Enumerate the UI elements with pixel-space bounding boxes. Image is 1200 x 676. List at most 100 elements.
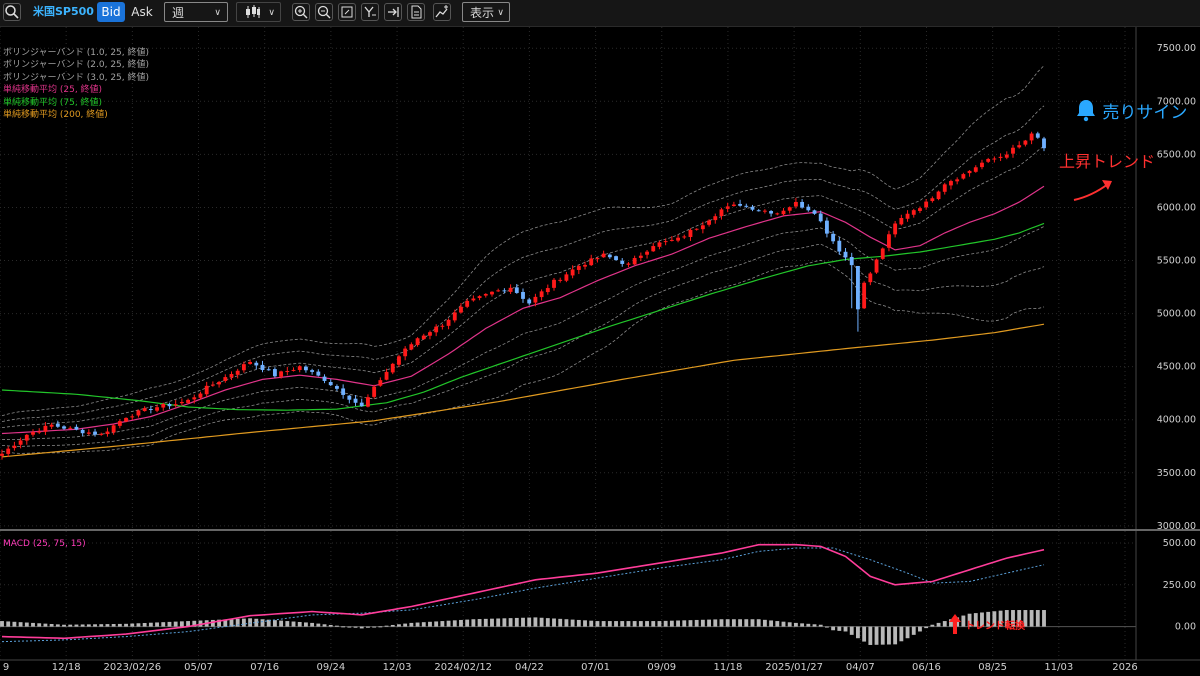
macd-histogram-bar: [111, 624, 116, 627]
chart-type-select[interactable]: ∨: [236, 2, 281, 22]
macd-histogram-bar: [198, 620, 203, 627]
candle-body: [335, 386, 339, 389]
candlesticks: [0, 131, 1046, 460]
macd-histogram-bar: [93, 624, 97, 627]
candle-body: [192, 397, 197, 400]
candle-body: [719, 209, 724, 217]
candle-body: [775, 213, 780, 215]
macd-histogram-bar: [6, 621, 11, 627]
macd-histogram-bar: [440, 621, 445, 627]
candle-body: [366, 397, 370, 407]
macd-histogram-bar: [1004, 610, 1009, 627]
macd-histogram-bar: [272, 620, 277, 627]
candle-body: [24, 434, 29, 441]
drawing-icon[interactable]: [361, 3, 379, 21]
macd-histogram-bar: [378, 626, 383, 628]
legend-item: 単純移動平均 (200, 終値): [3, 110, 108, 121]
candle-body: [148, 408, 153, 410]
zoom-out-icon[interactable]: [315, 3, 333, 21]
candle-body: [1011, 147, 1015, 154]
add-indicator-icon[interactable]: [433, 3, 451, 21]
macd-histogram-bar: [483, 618, 488, 627]
legend-item: 単純移動平均 (75, 終値): [3, 97, 103, 108]
macd-histogram-bar: [316, 623, 321, 627]
macd-histogram-bar: [12, 621, 17, 627]
candle-body: [1035, 133, 1040, 138]
macd-histogram-bar: [1011, 610, 1015, 627]
price-tick-label: 7500.00: [1157, 43, 1196, 54]
candle-body: [105, 431, 110, 435]
macd-histogram-bar: [229, 619, 234, 627]
candle-body: [428, 332, 432, 336]
candle-body: [676, 237, 680, 241]
candle-body: [186, 399, 190, 403]
macd-histogram-bar: [86, 624, 91, 627]
macd-histogram-bar: [459, 619, 463, 627]
candle-body: [248, 361, 253, 364]
candle-body: [669, 239, 674, 241]
macd-histogram-bar: [142, 622, 147, 627]
candle-body: [130, 416, 135, 418]
candle-body: [347, 395, 352, 400]
chart-axes: 9 12/18 2023/02/26 05/07 07/16 09/24 12/03 2024…: [0, 27, 1200, 673]
macd-histogram-bar: [341, 626, 346, 628]
candle-body: [260, 364, 265, 371]
fit-icon[interactable]: [338, 3, 356, 21]
candle-body: [961, 174, 966, 179]
macd-histogram-bar: [167, 621, 172, 627]
macd-histogram-bar: [552, 618, 556, 627]
macd-histogram-bar: [837, 626, 842, 631]
macd-histogram-bar: [1029, 610, 1034, 627]
macd-histogram-bar: [583, 620, 587, 627]
document-icon[interactable]: [407, 3, 425, 21]
macd-histogram-bar: [918, 626, 922, 632]
candle-body: [49, 424, 54, 427]
price-tick-label: 3000.00: [1157, 521, 1196, 532]
macd-histogram-bar: [297, 621, 302, 627]
macd-histogram-bar: [80, 624, 85, 627]
macd-histogram-bar: [967, 613, 972, 627]
bollinger-band-3-lower: [1, 259, 1045, 454]
macd-label: MACD (25, 75, 15): [3, 539, 86, 549]
macd-histogram-bar: [856, 626, 860, 639]
price-chart[interactable]: 9 12/18 2023/02/26 05/07 07/16 09/24 12/03 2024…: [0, 27, 1200, 676]
display-menu-label: 表示: [470, 6, 495, 20]
jump-to-latest-icon[interactable]: [384, 3, 402, 21]
candle-body: [769, 211, 774, 214]
candle-body: [862, 282, 867, 309]
price-tick-label: 5500.00: [1157, 256, 1196, 267]
macd-histogram-bar: [43, 623, 48, 627]
macd-histogram-bar: [781, 621, 786, 627]
legend-item: ボリンジャーバンド (2.0, 25, 終値): [3, 60, 150, 71]
uptrend-annotation: 上昇トレンド: [1059, 152, 1156, 171]
x-tick-label: 12/03: [383, 662, 412, 673]
candle-body: [843, 251, 848, 258]
candle-body: [241, 364, 246, 371]
x-tick-label: 05/07: [184, 662, 213, 673]
candle-body: [111, 425, 116, 433]
bid-button[interactable]: Bid: [97, 2, 125, 22]
candle-body: [328, 381, 333, 386]
macd-histogram-bar: [124, 623, 128, 627]
macd-histogram-bar: [31, 622, 35, 627]
candle-body: [124, 417, 128, 422]
x-tick-label: 11/18: [714, 662, 743, 673]
candle-body: [1029, 133, 1034, 141]
display-menu-button[interactable]: 表示 ∨: [462, 2, 510, 22]
macd-histogram-bar: [322, 624, 327, 627]
macd-signal-line: [1, 547, 1045, 643]
candle-body: [942, 184, 947, 192]
macd-tick-label: 500.00: [1163, 538, 1196, 549]
search-icon[interactable]: [3, 3, 21, 21]
ask-button[interactable]: Ask: [131, 5, 153, 19]
candle-body: [43, 425, 48, 432]
candle-body: [397, 356, 401, 365]
timeframe-select[interactable]: 週 ∨: [164, 2, 228, 22]
candle-body: [955, 179, 960, 182]
candle-body: [18, 440, 23, 445]
zoom-in-icon[interactable]: [292, 3, 310, 21]
symbol-name[interactable]: 米国SP500: [33, 5, 94, 18]
candle-body: [874, 259, 879, 273]
macd-histogram-bar: [1035, 610, 1040, 627]
macd-histogram-bar: [1023, 610, 1028, 627]
